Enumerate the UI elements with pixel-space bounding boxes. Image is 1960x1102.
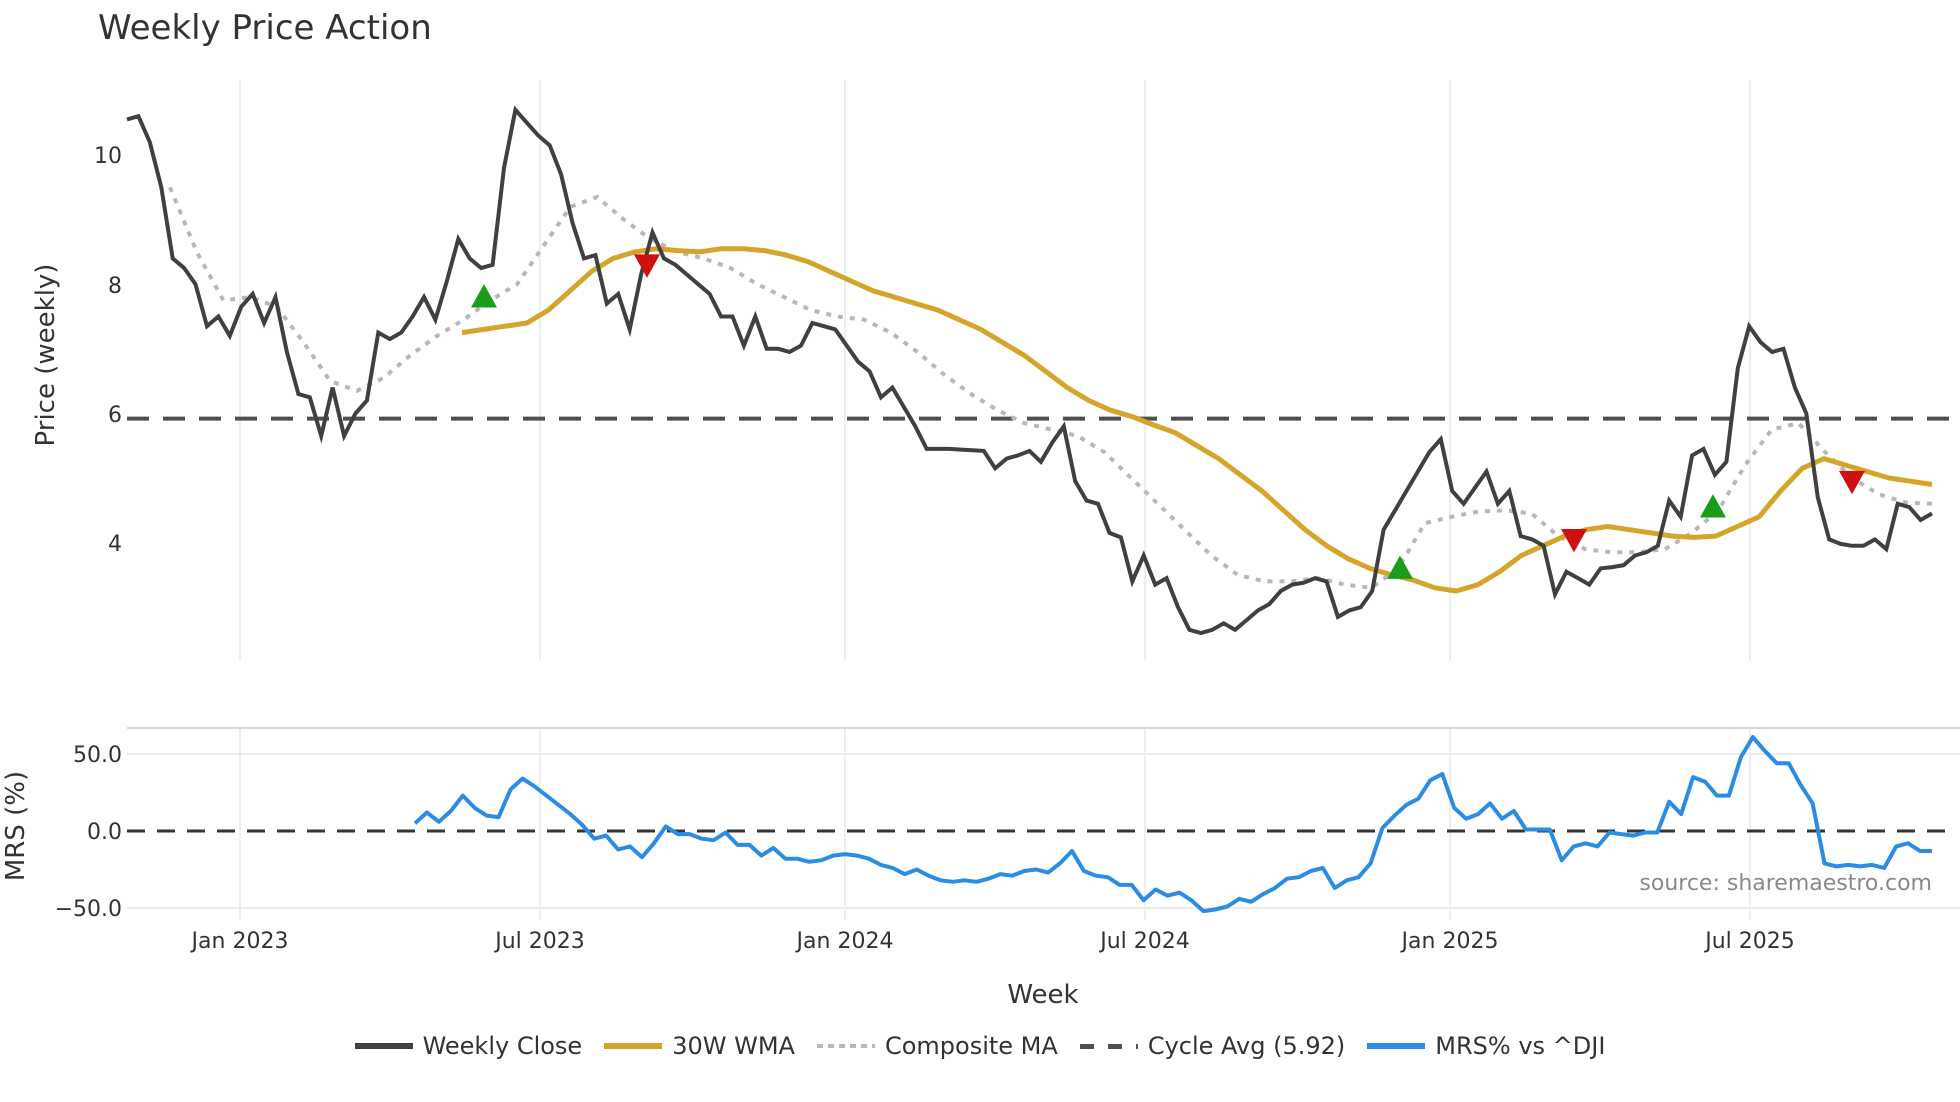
legend-label: Composite MA xyxy=(884,1032,1058,1060)
mrs-ylabel: MRS (%) xyxy=(1,771,31,881)
buy-signal-icon xyxy=(1700,494,1726,518)
mrs-ytick: 50.0 xyxy=(73,743,122,768)
xlabel: Week xyxy=(1007,980,1078,1010)
signal-markers xyxy=(471,254,1865,579)
price-ytick: 10 xyxy=(94,144,122,169)
legend-label: MRS% vs ^DJI xyxy=(1435,1032,1606,1060)
legend-item-composite-ma[interactable]: Composite MA xyxy=(816,1032,1058,1060)
source-watermark: source: sharemaestro.com xyxy=(1639,871,1932,896)
price-ytick: 8 xyxy=(108,274,122,299)
xtick: Jan 2025 xyxy=(1400,929,1499,954)
chart-title: Weekly Price Action xyxy=(98,8,432,48)
xtick: Jul 2023 xyxy=(493,929,585,954)
sell-signal-icon xyxy=(1839,470,1865,495)
price-ylabel: Price (weekly) xyxy=(31,264,61,447)
legend-item-cycle-avg[interactable]: Cycle Avg (5.92) xyxy=(1079,1032,1346,1060)
xtick: Jul 2025 xyxy=(1703,929,1795,954)
legend-swatch-dotted-icon xyxy=(816,1044,875,1048)
legend-swatch-solid-icon xyxy=(604,1043,663,1049)
legend: Weekly Close 30W WMA Composite MA Cycle … xyxy=(0,1032,1960,1060)
composite-ma-line xyxy=(168,186,1933,590)
mrs-ytick: −50.0 xyxy=(55,897,122,922)
sell-signal-icon xyxy=(634,254,660,278)
legend-item-weekly-close[interactable]: Weekly Close xyxy=(354,1032,583,1060)
price-ytick: 6 xyxy=(108,403,122,428)
xtick: Jan 2023 xyxy=(190,929,289,954)
legend-swatch-solid-icon xyxy=(1367,1043,1426,1049)
mrs-line xyxy=(413,735,1932,914)
buy-signal-icon xyxy=(1387,555,1413,579)
xtick: Jan 2024 xyxy=(795,929,894,954)
weekly-close-line xyxy=(126,105,1933,636)
legend-label: Cycle Avg (5.92) xyxy=(1147,1032,1346,1060)
mrs-ytick: 0.0 xyxy=(87,820,122,845)
legend-swatch-solid-icon xyxy=(354,1043,413,1049)
wma-30w-line xyxy=(461,246,1933,594)
legend-swatch-dashed-icon xyxy=(1079,1043,1138,1049)
legend-item-mrs[interactable]: MRS% vs ^DJI xyxy=(1367,1032,1605,1060)
legend-label: Weekly Close xyxy=(422,1032,583,1060)
price-ytick: 4 xyxy=(108,532,122,557)
legend-label: 30W WMA xyxy=(672,1032,795,1060)
buy-signal-icon xyxy=(471,284,497,308)
vertical-gridlines xyxy=(239,80,1751,920)
xtick: Jul 2024 xyxy=(1098,929,1190,954)
legend-item-wma[interactable]: 30W WMA xyxy=(604,1032,795,1060)
sell-signal-icon xyxy=(1561,528,1587,553)
